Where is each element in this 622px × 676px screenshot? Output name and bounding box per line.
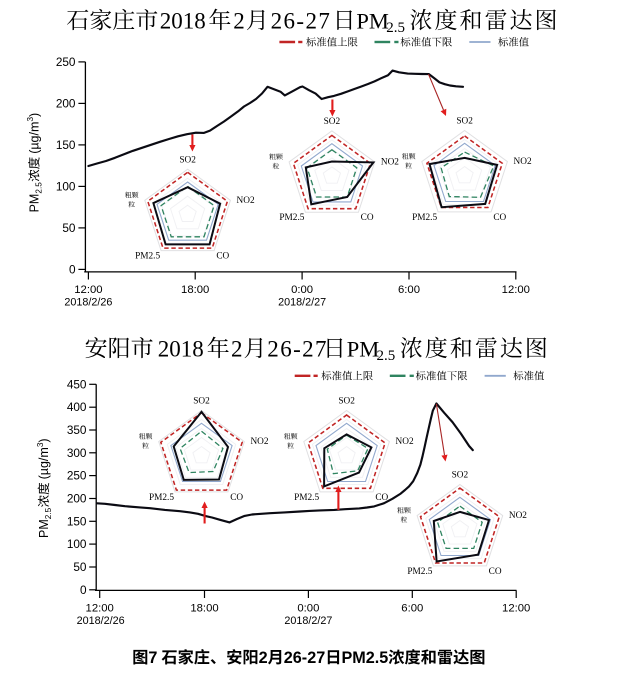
svg-text:2.5: 2.5 (34, 182, 43, 194)
svg-text:CO: CO (493, 213, 506, 223)
svg-text:2: 2 (259, 649, 268, 667)
svg-text:2018/2/26: 2018/2/26 (77, 615, 125, 627)
svg-text:PM2.5: PM2.5 (407, 567, 432, 577)
svg-text:2.5: 2.5 (44, 507, 53, 519)
svg-text:SO2: SO2 (456, 117, 473, 127)
svg-text:26-27: 26-27 (271, 8, 332, 33)
svg-text:CO: CO (489, 567, 502, 577)
svg-text:12:00: 12:00 (502, 603, 530, 615)
svg-text:PM: PM (356, 8, 389, 33)
svg-text:150: 150 (56, 138, 76, 152)
svg-text:PM2.5: PM2.5 (294, 493, 319, 503)
svg-text:2.5: 2.5 (377, 348, 396, 364)
svg-text:PM2.5: PM2.5 (149, 493, 174, 503)
svg-text:250: 250 (67, 469, 87, 483)
svg-text:250: 250 (56, 55, 76, 69)
svg-text:CO: CO (230, 493, 243, 503)
svg-text:CO: CO (361, 213, 374, 223)
svg-text:PM2.5: PM2.5 (279, 213, 304, 223)
svg-text:SO2: SO2 (452, 471, 469, 481)
svg-text:26-27: 26-27 (284, 649, 325, 667)
svg-text:PM2.5: PM2.5 (135, 252, 160, 262)
svg-text:350: 350 (67, 423, 87, 437)
svg-text:NO2: NO2 (250, 437, 268, 447)
svg-text:NO2: NO2 (237, 196, 255, 206)
svg-text:NO2: NO2 (381, 158, 399, 168)
svg-text:CO: CO (216, 252, 229, 262)
svg-text:12:00: 12:00 (502, 284, 530, 296)
svg-text:26-27: 26-27 (267, 336, 328, 361)
svg-text:7: 7 (148, 649, 157, 667)
svg-text:450: 450 (67, 377, 87, 391)
svg-text:18:00: 18:00 (190, 603, 218, 615)
svg-text:(µg/m: (µg/m (28, 122, 42, 154)
svg-text:PM: PM (347, 336, 380, 361)
svg-text:150: 150 (67, 514, 87, 528)
svg-text:PM2.5: PM2.5 (342, 649, 389, 667)
svg-text:50: 50 (62, 221, 76, 235)
svg-text:6:00: 6:00 (401, 603, 423, 615)
svg-text:200: 200 (56, 96, 76, 110)
svg-text:): ) (28, 113, 42, 117)
svg-text:NO2: NO2 (514, 157, 532, 167)
svg-text:100: 100 (56, 179, 76, 193)
svg-text:PM2.5: PM2.5 (412, 213, 437, 223)
svg-text:PM: PM (37, 519, 51, 538)
svg-text:0: 0 (80, 583, 87, 597)
svg-text:SO2: SO2 (193, 397, 210, 407)
svg-text:2018: 2018 (160, 8, 206, 33)
svg-text:3: 3 (36, 442, 45, 447)
svg-text:2018/2/27: 2018/2/27 (278, 297, 326, 309)
svg-text:2018/2/27: 2018/2/27 (284, 615, 332, 627)
svg-text:(µg/m: (µg/m (37, 447, 51, 479)
svg-text:50: 50 (73, 560, 87, 574)
svg-text:2: 2 (233, 8, 245, 33)
svg-text:2018/2/26: 2018/2/26 (64, 297, 112, 309)
svg-text:2018: 2018 (158, 336, 204, 361)
svg-text:2.5: 2.5 (386, 20, 405, 36)
svg-text:NO2: NO2 (509, 511, 527, 521)
svg-text:CO: CO (375, 493, 388, 503)
svg-text:6:00: 6:00 (398, 284, 420, 296)
svg-text:PM: PM (28, 194, 42, 213)
svg-text:200: 200 (67, 492, 87, 506)
svg-text:12:00: 12:00 (74, 284, 102, 296)
svg-text:12:00: 12:00 (86, 603, 114, 615)
svg-text:0: 0 (69, 262, 76, 276)
svg-text:NO2: NO2 (396, 437, 414, 447)
svg-text:0:00: 0:00 (291, 284, 313, 296)
svg-text:0:00: 0:00 (297, 603, 319, 615)
svg-text:SO2: SO2 (324, 117, 341, 127)
svg-text:2: 2 (231, 336, 243, 361)
svg-text:300: 300 (67, 446, 87, 460)
svg-text:3: 3 (26, 116, 35, 121)
svg-text:): ) (37, 438, 51, 442)
svg-text:18:00: 18:00 (181, 284, 209, 296)
svg-text:SO2: SO2 (338, 397, 355, 407)
svg-text:SO2: SO2 (179, 155, 196, 165)
svg-text:400: 400 (67, 400, 87, 414)
svg-text:100: 100 (67, 537, 87, 551)
